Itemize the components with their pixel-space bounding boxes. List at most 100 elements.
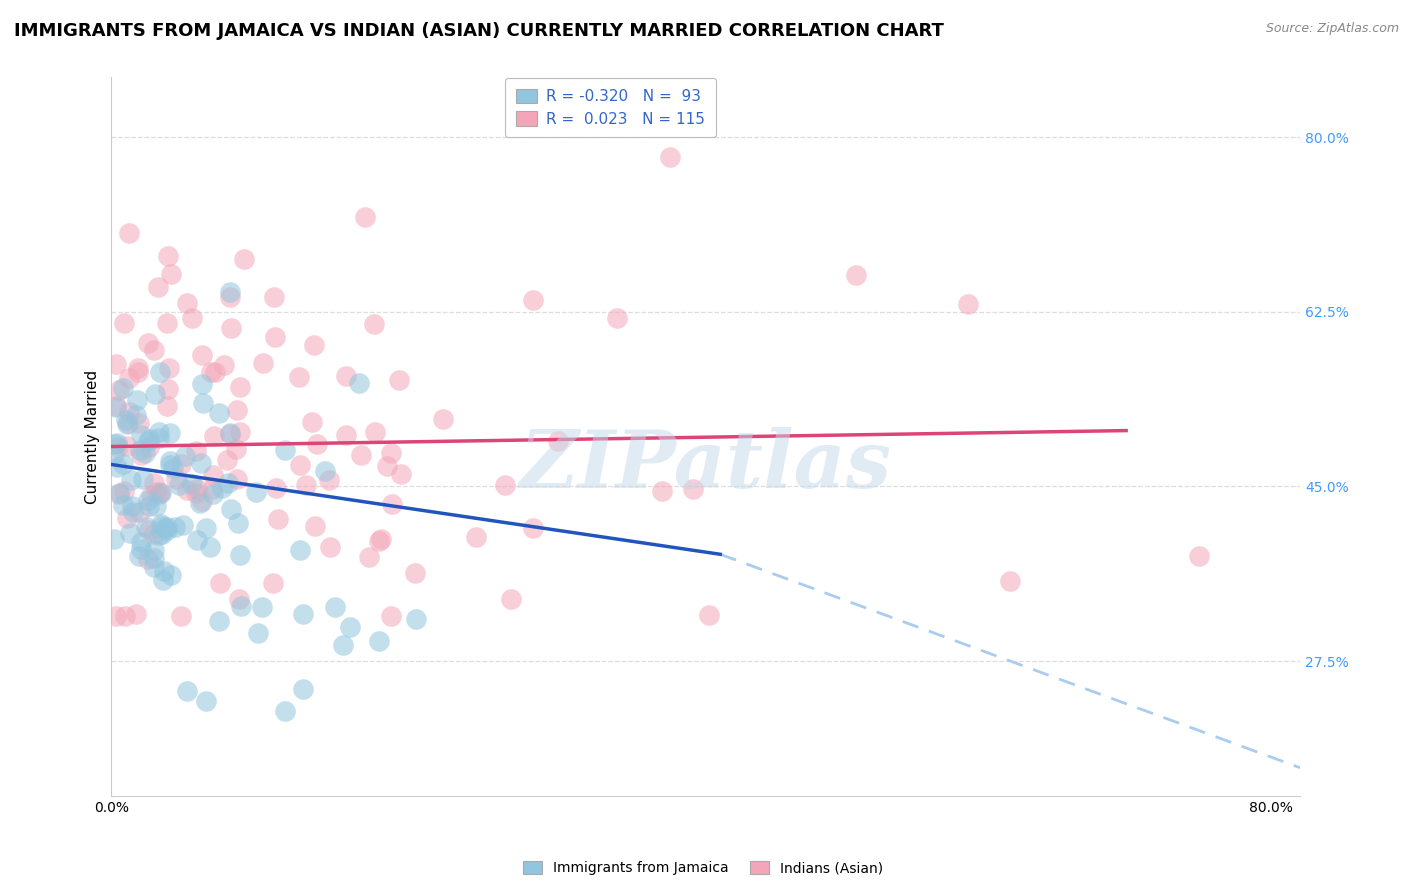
Text: Source: ZipAtlas.com: Source: ZipAtlas.com bbox=[1265, 22, 1399, 36]
Point bbox=[136, 336, 159, 351]
Point bbox=[111, 498, 134, 512]
Point bbox=[114, 413, 136, 427]
Point bbox=[323, 600, 346, 615]
Point bbox=[225, 403, 247, 417]
Point bbox=[658, 150, 681, 164]
Point bbox=[198, 540, 221, 554]
Point bbox=[226, 472, 249, 486]
Point bbox=[202, 429, 225, 443]
Point bbox=[127, 392, 149, 407]
Point bbox=[149, 485, 172, 500]
Point bbox=[121, 499, 143, 513]
Point bbox=[159, 568, 181, 582]
Point bbox=[208, 406, 231, 420]
Point bbox=[957, 297, 980, 311]
Point bbox=[138, 499, 160, 513]
Point bbox=[163, 520, 186, 534]
Point bbox=[125, 607, 148, 621]
Point bbox=[319, 540, 342, 554]
Point bbox=[682, 482, 704, 496]
Point bbox=[290, 542, 312, 557]
Point bbox=[150, 519, 173, 533]
Point bbox=[186, 533, 208, 547]
Point bbox=[142, 551, 165, 566]
Point bbox=[405, 612, 427, 626]
Point bbox=[159, 458, 181, 473]
Point bbox=[219, 321, 242, 335]
Point bbox=[117, 417, 139, 431]
Point bbox=[287, 370, 309, 384]
Point bbox=[304, 519, 326, 533]
Point bbox=[156, 382, 179, 396]
Point bbox=[357, 549, 380, 564]
Point bbox=[219, 425, 242, 440]
Point bbox=[219, 285, 242, 299]
Point bbox=[118, 226, 141, 240]
Point bbox=[370, 532, 392, 546]
Point bbox=[381, 498, 404, 512]
Point bbox=[112, 483, 135, 498]
Point bbox=[156, 520, 179, 534]
Legend: Immigrants from Jamaica, Indians (Asian): Immigrants from Jamaica, Indians (Asian) bbox=[517, 855, 889, 880]
Point bbox=[191, 494, 214, 508]
Text: ZIPatlas: ZIPatlas bbox=[520, 426, 891, 504]
Point bbox=[107, 440, 129, 454]
Text: IMMIGRANTS FROM JAMAICA VS INDIAN (ASIAN) CURRENTLY MARRIED CORRELATION CHART: IMMIGRANTS FROM JAMAICA VS INDIAN (ASIAN… bbox=[14, 22, 943, 40]
Point bbox=[145, 484, 167, 499]
Point bbox=[136, 493, 159, 508]
Point bbox=[176, 296, 198, 310]
Point bbox=[998, 574, 1021, 589]
Point bbox=[335, 368, 357, 383]
Point bbox=[159, 453, 181, 467]
Point bbox=[194, 694, 217, 708]
Point bbox=[380, 445, 402, 459]
Point bbox=[335, 428, 357, 442]
Point bbox=[380, 609, 402, 624]
Point bbox=[112, 381, 135, 395]
Point bbox=[200, 482, 222, 496]
Point bbox=[160, 268, 183, 282]
Point bbox=[250, 599, 273, 614]
Point bbox=[231, 599, 253, 613]
Point bbox=[104, 609, 127, 624]
Point bbox=[105, 436, 128, 450]
Point bbox=[697, 608, 720, 623]
Point bbox=[108, 384, 131, 398]
Point bbox=[104, 400, 127, 414]
Point bbox=[104, 399, 127, 413]
Point bbox=[129, 535, 152, 549]
Point bbox=[349, 376, 371, 390]
Point bbox=[127, 365, 149, 379]
Point bbox=[349, 448, 371, 462]
Point bbox=[1187, 549, 1209, 564]
Point bbox=[295, 478, 318, 492]
Point bbox=[103, 533, 125, 547]
Point bbox=[233, 252, 256, 267]
Point bbox=[191, 396, 214, 410]
Point bbox=[267, 512, 290, 526]
Point bbox=[292, 681, 315, 696]
Point bbox=[118, 525, 141, 540]
Point bbox=[157, 361, 180, 376]
Point bbox=[522, 521, 544, 535]
Point bbox=[180, 476, 202, 491]
Point bbox=[262, 576, 284, 591]
Point bbox=[143, 387, 166, 401]
Point bbox=[125, 408, 148, 422]
Point bbox=[165, 472, 187, 486]
Point bbox=[172, 518, 194, 533]
Point bbox=[264, 330, 287, 344]
Point bbox=[225, 442, 247, 457]
Point bbox=[245, 485, 267, 500]
Point bbox=[118, 404, 141, 418]
Point bbox=[845, 268, 868, 282]
Point bbox=[375, 458, 398, 473]
Point bbox=[131, 542, 153, 557]
Point bbox=[143, 560, 166, 574]
Point bbox=[209, 576, 232, 591]
Point bbox=[155, 399, 177, 413]
Point bbox=[117, 438, 139, 452]
Point bbox=[212, 358, 235, 372]
Point bbox=[153, 564, 176, 578]
Point bbox=[184, 444, 207, 458]
